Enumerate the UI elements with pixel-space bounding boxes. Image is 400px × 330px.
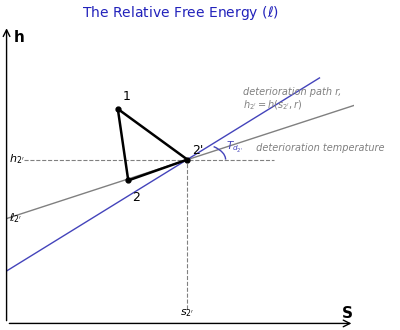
Text: S: S: [342, 306, 353, 320]
Text: $h_{2'} = h(s_{2'}, r)$: $h_{2'} = h(s_{2'}, r)$: [243, 98, 302, 112]
Text: 2: 2: [132, 191, 140, 204]
Text: deterioration path r,: deterioration path r,: [243, 87, 341, 97]
Text: $\ell_{2'}$: $\ell_{2'}$: [9, 212, 22, 225]
Text: $s_{2'}$: $s_{2'}$: [180, 307, 194, 319]
Text: 2': 2': [192, 144, 204, 157]
Text: $T_{d_{2'}}$: $T_{d_{2'}}$: [226, 140, 243, 155]
Text: $h_{2'}$: $h_{2'}$: [9, 153, 25, 166]
Text: h: h: [13, 30, 24, 45]
Text: 1: 1: [123, 90, 131, 103]
Text: deterioration temperature: deterioration temperature: [254, 143, 385, 153]
Title: The Relative Free Energy ($\ell$): The Relative Free Energy ($\ell$): [82, 4, 279, 22]
